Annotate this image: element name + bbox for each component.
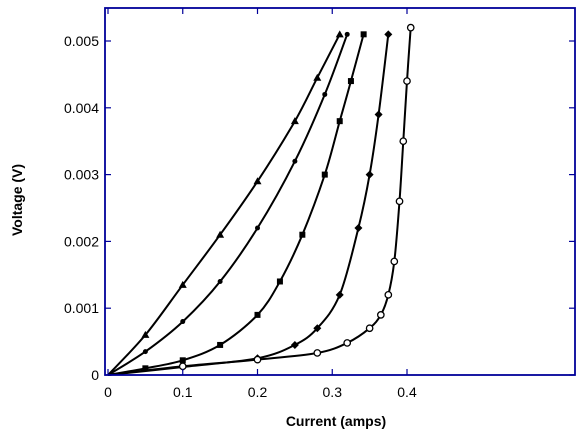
- y-tick-label: 0.001: [64, 300, 99, 316]
- diamond-marker: [290, 340, 299, 349]
- x-tick-label: 0.2: [248, 384, 268, 400]
- square-marker: [142, 365, 149, 372]
- y-tick-label: 0: [91, 367, 99, 383]
- tick-labels: 0 0.1 0.2 0.3 0.4 0 0.001 0.002 0.003 0.004 0.005: [64, 33, 417, 400]
- triangle-marker: [141, 330, 150, 338]
- y-tick-label: 0.003: [64, 167, 99, 183]
- diamond-marker: [374, 110, 383, 119]
- y-tick-label: 0.002: [64, 233, 99, 249]
- square-marker: [179, 357, 186, 364]
- dot-marker: [217, 278, 223, 284]
- circle-marker: [395, 197, 404, 206]
- circle-marker: [376, 311, 385, 319]
- circle-marker: [399, 137, 408, 146]
- series-2: [107, 31, 350, 376]
- y-tick-label: 0.004: [64, 100, 99, 116]
- square-marker: [347, 78, 354, 85]
- y-axis-title: Voltage (V): [9, 164, 25, 236]
- circle-marker: [384, 290, 393, 299]
- series-line: [107, 33, 349, 376]
- dot-marker: [292, 158, 298, 164]
- circle-marker: [390, 257, 399, 266]
- dot-marker: [255, 225, 260, 231]
- square-marker: [254, 311, 261, 318]
- series-line: [107, 33, 341, 376]
- series-5: [107, 23, 415, 376]
- chart-series-group: [107, 23, 415, 376]
- dot-marker: [142, 349, 148, 355]
- triangle-marker: [253, 177, 262, 185]
- square-marker: [360, 31, 367, 38]
- series-line: [107, 34, 365, 376]
- square-marker: [321, 171, 328, 178]
- series-1: [107, 30, 344, 376]
- triangle-marker: [290, 117, 299, 125]
- square-marker: [276, 278, 283, 285]
- triangle-marker: [216, 230, 225, 238]
- y-tick-label: 0.005: [64, 33, 99, 49]
- square-marker: [336, 118, 343, 125]
- circle-marker: [253, 355, 262, 364]
- diamond-marker: [384, 30, 393, 39]
- diamond-marker: [354, 224, 363, 233]
- triangle-marker: [313, 73, 322, 81]
- triangle-marker: [178, 280, 187, 288]
- dot-marker: [344, 31, 350, 37]
- axis-ticks: [105, 8, 575, 376]
- x-tick-label: 0.4: [397, 384, 417, 400]
- circle-marker: [313, 349, 322, 357]
- dot-marker: [322, 91, 328, 97]
- x-axis-title: Current (amps): [286, 413, 386, 429]
- circle-marker: [403, 77, 411, 85]
- diamond-marker: [313, 324, 322, 333]
- circle-marker: [343, 339, 352, 347]
- series-3: [107, 31, 367, 376]
- circle-marker: [406, 23, 415, 32]
- x-tick-label: 0.3: [323, 384, 343, 400]
- dot-marker: [180, 319, 186, 325]
- circle-marker: [178, 362, 187, 371]
- plot-frame: [104, 7, 576, 376]
- x-tick-label: 0.1: [173, 384, 193, 400]
- square-marker: [299, 231, 306, 238]
- circle-marker: [365, 324, 374, 333]
- diamond-marker: [365, 170, 374, 179]
- triangle-marker: [335, 30, 344, 38]
- x-tick-label: 0: [104, 384, 112, 400]
- diamond-marker: [335, 290, 344, 299]
- square-marker: [217, 341, 224, 348]
